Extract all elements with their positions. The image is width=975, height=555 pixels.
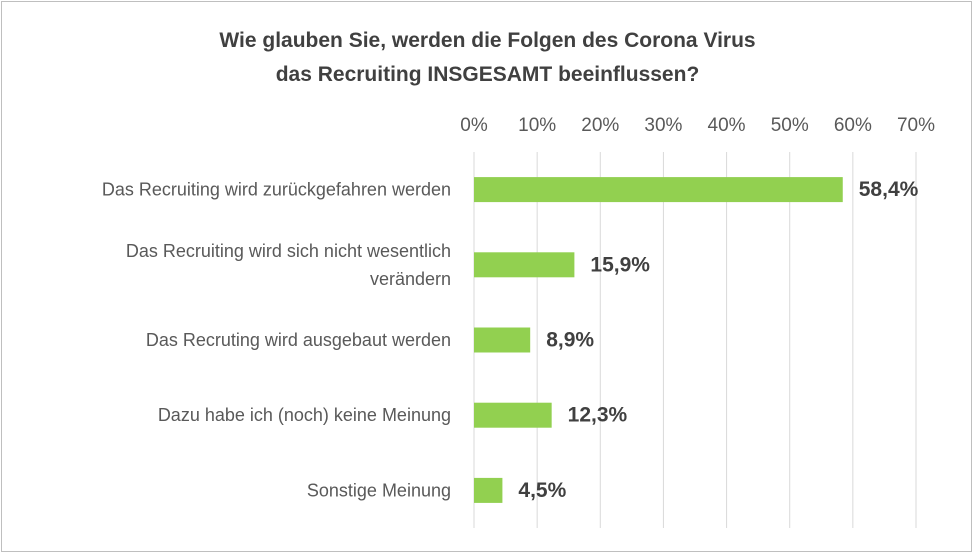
data-label: 8,9% [546, 329, 594, 352]
data-label: 4,5% [518, 479, 566, 502]
x-tick-label: 70% [897, 115, 935, 136]
data-label: 12,3% [568, 404, 628, 427]
bar [474, 402, 552, 428]
category-label: Das Recruiting wird sich nicht wesentlic… [126, 241, 451, 261]
category-label: Dazu habe ich (noch) keine Meinung [158, 405, 451, 425]
bar [474, 327, 531, 353]
x-axis-ticks: 0% 10% 20% 30% 40% 50% 60% 70% [460, 115, 935, 136]
chart-title-line-1: Wie glauben Sie, werden die Folgen des C… [219, 29, 756, 52]
gridlines [473, 152, 917, 528]
chart-title: Wie glauben Sie, werden die Folgen des C… [0, 24, 975, 92]
x-tick-label: 40% [708, 115, 746, 136]
bars [474, 177, 843, 503]
x-tick-label: 60% [834, 115, 872, 136]
bar [474, 177, 843, 203]
x-tick-label: 10% [518, 115, 556, 136]
x-tick-label: 20% [581, 115, 619, 136]
category-label: verändern [370, 269, 451, 289]
category-label: Das Recruting wird ausgebaut werden [146, 330, 451, 350]
category-label: Sonstige Meinung [307, 480, 451, 500]
bar [474, 477, 503, 503]
chart-title-line-2: das Recruiting INSGESAMT beeinflussen? [275, 63, 700, 86]
data-labels: 58,4% 15,9% 8,9% 12,3% 4,5% [518, 178, 918, 502]
x-tick-label: 0% [460, 115, 488, 136]
data-label: 15,9% [590, 253, 650, 276]
data-label: 58,4% [859, 178, 919, 201]
x-tick-label: 30% [644, 115, 682, 136]
bar [474, 252, 575, 278]
category-labels: Das Recruiting wird zurückgefahren werde… [102, 180, 451, 501]
x-tick-label: 50% [771, 115, 809, 136]
category-label: Das Recruiting wird zurückgefahren werde… [102, 180, 451, 200]
